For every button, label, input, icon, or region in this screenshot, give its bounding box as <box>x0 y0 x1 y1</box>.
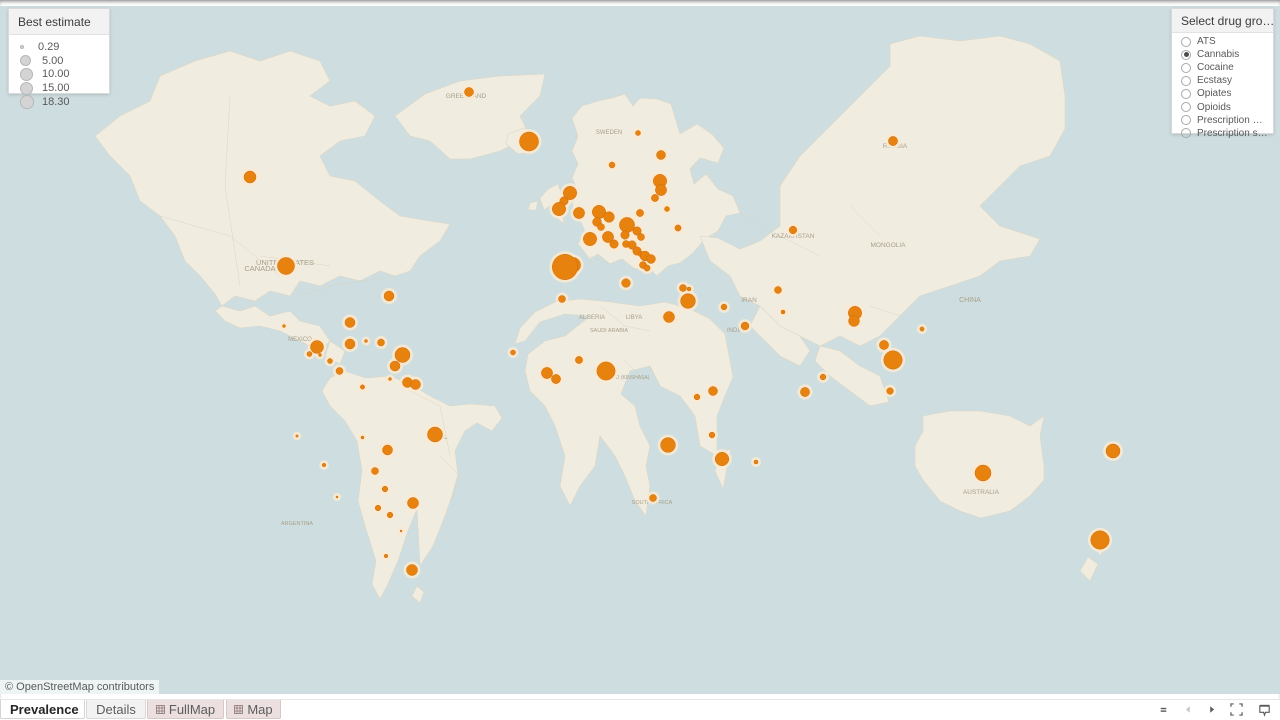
svg-text:SAUDI ARABIA: SAUDI ARABIA <box>590 328 629 334</box>
svg-text:IRAN: IRAN <box>741 297 757 304</box>
svg-text:ARGENTINA: ARGENTINA <box>281 521 313 527</box>
svg-text:MONGOLIA: MONGOLIA <box>870 242 906 249</box>
svg-text:SWEDEN: SWEDEN <box>596 130 622 136</box>
svg-text:AUSTRALIA: AUSTRALIA <box>963 489 1000 496</box>
svg-text:LIBYA: LIBYA <box>626 315 643 321</box>
svg-text:MEXICO: MEXICO <box>288 337 312 343</box>
svg-text:CHINA: CHINA <box>959 297 981 304</box>
svg-text:ALGERIA: ALGERIA <box>579 315 605 321</box>
